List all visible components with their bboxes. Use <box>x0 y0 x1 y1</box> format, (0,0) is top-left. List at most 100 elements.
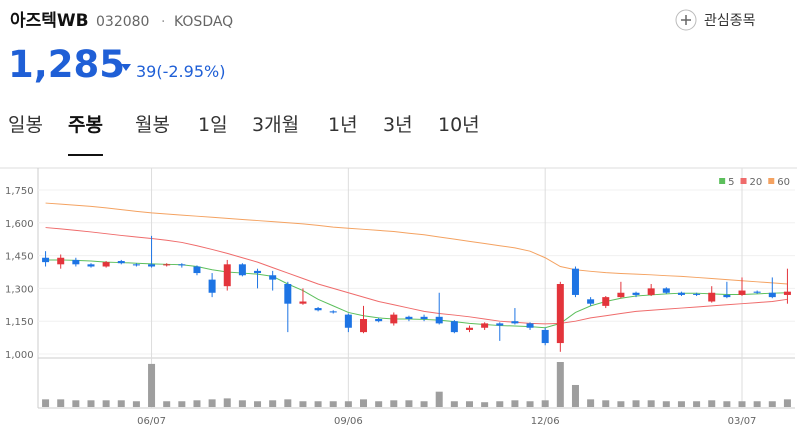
ma-line <box>45 227 788 325</box>
legend-label: 60 <box>777 177 790 188</box>
tab[interactable]: 1일 <box>198 114 228 136</box>
candle-body <box>117 261 125 264</box>
tab[interactable]: 월봉 <box>135 114 170 136</box>
candle-body <box>269 275 277 280</box>
candle-body <box>768 292 776 298</box>
volume-bar <box>435 391 443 407</box>
volume-bar <box>738 401 746 407</box>
stock-code: 032080 <box>96 14 149 30</box>
volume-bar <box>647 400 655 407</box>
y-tick-label: 1,150 <box>5 317 34 328</box>
volume-bar <box>238 400 246 407</box>
separator: · <box>161 14 165 30</box>
volume-bar <box>254 401 262 407</box>
ma-line <box>45 202 788 285</box>
ma-line <box>45 259 788 329</box>
volume-bar <box>178 401 186 407</box>
candle-body <box>148 264 156 267</box>
volume-bar <box>617 401 625 407</box>
volume-bar <box>571 384 579 407</box>
volume-bar <box>587 399 595 407</box>
candle-body <box>632 292 640 295</box>
volume-bar <box>87 400 95 407</box>
candle-body <box>450 321 458 333</box>
volume-bar <box>72 400 80 407</box>
candle-body <box>344 314 352 328</box>
candle-body <box>662 288 670 293</box>
candle-body <box>738 290 746 295</box>
volume-bar <box>117 400 125 407</box>
candle-body <box>420 316 428 319</box>
candle-body <box>617 292 625 298</box>
volume-bar <box>163 401 171 407</box>
candle-body <box>178 264 186 266</box>
legend-label: 20 <box>750 177 763 188</box>
stock-name: 아즈텍WB <box>10 11 89 31</box>
candle-body <box>481 323 489 328</box>
price: 1,285 <box>8 43 125 86</box>
candle-body <box>541 329 549 344</box>
candle-body <box>753 291 761 293</box>
tab[interactable]: 3개월 <box>252 114 299 136</box>
tab[interactable]: 주봉 <box>68 114 103 136</box>
candle-body <box>511 321 519 324</box>
candle-body <box>284 284 292 304</box>
volume-bar <box>420 401 428 407</box>
tab[interactable]: 3년 <box>383 114 413 136</box>
candle-body <box>360 319 368 333</box>
watch-button[interactable]: 관심종목 <box>675 9 756 31</box>
volume-bar <box>693 401 701 407</box>
volume-bar <box>314 401 322 407</box>
tab[interactable]: 일봉 <box>8 114 43 136</box>
candle-body <box>783 291 791 295</box>
volume-bar <box>768 401 776 407</box>
tab[interactable]: 1년 <box>328 114 358 136</box>
y-tick-label: 1,000 <box>5 350 34 361</box>
tab[interactable]: 10년 <box>438 114 480 136</box>
candle-body <box>496 323 504 326</box>
candle-body <box>571 268 579 295</box>
volume-bar <box>360 399 368 407</box>
candle-body <box>677 292 685 295</box>
market: KOSDAQ <box>174 14 233 30</box>
candle-body <box>102 262 110 267</box>
candle-body <box>193 266 201 274</box>
volume-bar <box>556 362 564 407</box>
y-tick-label: 1,600 <box>5 219 34 230</box>
candle-body <box>132 264 140 266</box>
volume-bar <box>269 400 277 407</box>
candle-body <box>587 299 595 304</box>
candle-body <box>602 297 610 306</box>
watch-label[interactable]: 관심종목 <box>704 13 756 29</box>
volume-bar <box>723 401 731 407</box>
volume-bar <box>662 401 670 407</box>
candle-body <box>254 270 262 274</box>
volume-bar <box>284 399 292 407</box>
x-tick-label: 12/06 <box>531 416 560 427</box>
legend-swatch <box>768 178 775 184</box>
volume-bar <box>390 400 398 407</box>
volume-bar <box>344 401 352 407</box>
volume-bar <box>753 401 761 407</box>
candle-body <box>647 288 655 295</box>
tabs: 일봉 주봉 월봉 1일 3개월 1년 3년 10년 <box>8 114 480 156</box>
plus <box>681 15 691 25</box>
volume-bar <box>450 401 458 407</box>
volume-bar <box>208 399 216 407</box>
volume-bar <box>511 400 519 407</box>
volume-bar <box>496 401 504 407</box>
volume-bar <box>541 400 549 407</box>
legend-swatch <box>740 178 747 184</box>
x-tick-label: 03/07 <box>728 416 757 427</box>
price-change: 39(-2.95%) <box>136 62 225 81</box>
volume-bar <box>708 400 716 407</box>
down-arrow <box>121 64 131 71</box>
volume-bar <box>299 401 307 407</box>
y-tick-label: 1,750 <box>5 186 34 197</box>
candle-body <box>526 323 534 328</box>
volume-bar <box>102 400 110 407</box>
candle-body <box>238 264 246 276</box>
candle-body <box>405 316 413 319</box>
candle-body <box>42 257 50 263</box>
